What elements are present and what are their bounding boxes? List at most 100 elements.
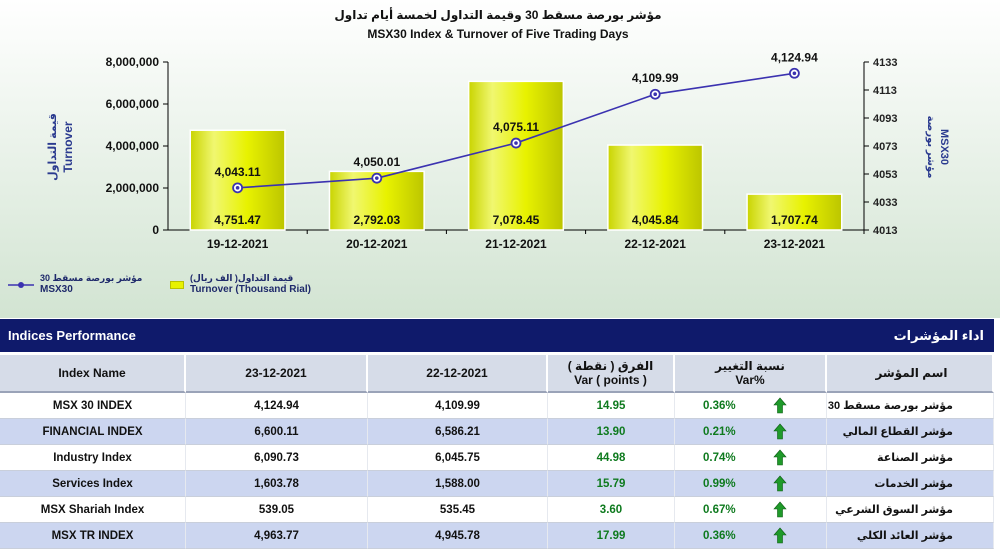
date2-value-cell: 6,045.75 — [368, 445, 548, 471]
index-name-cell: MSX Shariah Index — [0, 497, 186, 523]
indices-table: Index Name 23-12-2021 22-12-2021 الفرق (… — [0, 355, 994, 549]
var-points-cell: 3.60 — [548, 497, 675, 523]
date1-value-cell: 4,124.94 — [186, 393, 368, 419]
table-row[interactable]: MSX Shariah Index 539.05 535.45 3.60 0.67% مؤ… — [0, 497, 994, 523]
msx30-point-label: 4,124.94 — [771, 50, 818, 64]
var-percent-text: 0.99% — [703, 477, 736, 490]
turnover-bar — [746, 193, 843, 231]
col-header-index-name: Index Name — [0, 355, 186, 393]
table-row[interactable]: Industry Index 6,090.73 6,045.75 44.98 0.74%… — [0, 445, 994, 471]
y-left-title-ar: قيمة التداول — [47, 113, 59, 181]
var-percent-cell: 0.67% — [675, 497, 827, 523]
up-arrow-icon — [773, 475, 787, 492]
var-percent-text: 0.36% — [703, 529, 736, 542]
up-arrow-icon — [773, 423, 787, 440]
index-name-cell: MSX 30 INDEX — [0, 393, 186, 419]
col-header-pct-ar: نسبة التغيير — [715, 359, 785, 373]
legend-line-ar: مؤشر بورصة مسقط 30 — [40, 273, 143, 283]
var-points-cell: 13.90 — [548, 419, 675, 445]
y-left-tick-label: 6,000,000 — [106, 97, 160, 111]
col-header-date2: 22-12-2021 — [368, 355, 548, 393]
x-tick-label: 19-12-2021 — [207, 237, 269, 251]
var-percent-cell: 0.36% — [675, 523, 827, 549]
table-row[interactable]: Services Index 1,603.78 1,588.00 15.79 0.99%… — [0, 471, 994, 497]
index-name-cell: Industry Index — [0, 445, 186, 471]
msx30-point-label: 4,109.99 — [632, 71, 679, 85]
turnover-bar-label: 7,078.45 — [493, 213, 540, 227]
legend-line-swatch — [8, 282, 34, 288]
chart-title-ar: مؤشر بورصة مسقط 30 وقيمة التداول لخمسة أ… — [334, 7, 661, 23]
performance-title-en: Indices Performance — [8, 328, 136, 343]
line-group: 4,043.11 4,050.01 4,075.11 4,109.99 4,124.94 — [215, 50, 818, 194]
col-header-var-en: Var ( points ) — [574, 373, 647, 387]
date2-value-cell: 4,109.99 — [368, 393, 548, 419]
index-name-ar-cell: مؤشر الصناعة — [827, 445, 994, 471]
index-name-ar-cell: مؤشر العائد الكلي — [827, 523, 994, 549]
y-left-tick-label: 0 — [152, 223, 159, 237]
col-header-var: الفرق ( نقطة ) Var ( points ) — [548, 355, 675, 393]
table-row[interactable]: FINANCIAL INDEX 6,600.11 6,586.21 13.90 0.21… — [0, 419, 994, 445]
turnover-bar — [189, 129, 286, 231]
var-percent-cell: 0.36% — [675, 393, 827, 419]
x-tick-label: 23-12-2021 — [764, 237, 826, 251]
up-arrow-icon — [773, 527, 787, 544]
y-left-tick-label: 4,000,000 — [106, 139, 160, 153]
chart-svg: مؤشر بورصة مسقط 30 وقيمة التداول لخمسة أ… — [0, 0, 1000, 318]
date1-value-cell: 539.05 — [186, 497, 368, 523]
index-name-ar-cell: مؤشر السوق الشرعي — [827, 497, 994, 523]
y-right-title-ar: مؤشر بورصة — [925, 116, 936, 179]
index-name-cell: MSX TR INDEX — [0, 523, 186, 549]
table-header-row: Index Name 23-12-2021 22-12-2021 الفرق (… — [0, 355, 994, 393]
col-header-var-ar: الفرق ( نقطة ) — [567, 359, 654, 373]
msx30-point-label: 4,075.11 — [493, 120, 539, 134]
turnover-bar-label: 1,707.74 — [771, 213, 818, 227]
indices-performance-header: Indices Performance اداء المؤشرات — [0, 319, 994, 352]
msx30-point-label: 4,050.01 — [353, 155, 400, 169]
y-right-tick-label: 4053 — [873, 169, 897, 181]
var-percent-cell: 0.74% — [675, 445, 827, 471]
index-name-ar-cell: مؤشر القطاع المالي — [827, 419, 994, 445]
legend-bar-swatch — [170, 281, 184, 289]
var-percent-cell: 0.99% — [675, 471, 827, 497]
date1-value-cell: 4,963.77 — [186, 523, 368, 549]
msx30-point-dot — [375, 176, 379, 180]
col-header-date1: 23-12-2021 — [186, 355, 368, 393]
legend-bar: قيمة التداول( الف ريال) Turnover (Thousa… — [190, 272, 311, 296]
date2-value-cell: 6,586.21 — [368, 419, 548, 445]
up-arrow-icon — [773, 501, 787, 518]
var-points-cell: 44.98 — [548, 445, 675, 471]
y-right-title-en: MSX30 — [938, 129, 950, 165]
msx30-point-dot — [653, 92, 657, 97]
y-right-tick-label: 4073 — [873, 141, 897, 153]
var-points-cell: 17.99 — [548, 523, 675, 549]
y-left-tick-label: 8,000,000 — [106, 55, 160, 69]
table-row[interactable]: MSX 30 INDEX 4,124.94 4,109.99 14.95 0.36% مؤ… — [0, 393, 994, 419]
msx30-point-dot — [792, 71, 797, 76]
table-row[interactable]: MSX TR INDEX 4,963.77 4,945.78 17.99 0.36% مؤ… — [0, 523, 994, 549]
performance-title-ar: اداء المؤشرات — [893, 328, 984, 343]
y-right-tick-label: 4033 — [873, 197, 897, 209]
index-name-ar-cell: مؤشر الخدمات — [827, 471, 994, 497]
msx30-point-dot — [514, 141, 518, 145]
y-left-title-en: Turnover — [61, 121, 75, 172]
turnover-bar — [607, 144, 704, 231]
col-header-pct: نسبة التغيير Var% — [675, 355, 827, 393]
legend-line-en: MSX30 — [40, 284, 73, 295]
var-points-cell: 14.95 — [548, 393, 675, 419]
date1-value-cell: 1,603.78 — [186, 471, 368, 497]
legend-line: مؤشر بورصة مسقط 30 MSX30 — [40, 272, 142, 296]
up-arrow-icon — [773, 449, 787, 466]
chart-section: مؤشر بورصة مسقط 30 وقيمة التداول لخمسة أ… — [0, 0, 1000, 318]
date1-value-cell: 6,600.11 — [186, 419, 368, 445]
turnover-bar-label: 2,792.03 — [353, 213, 400, 227]
y-right-tick-label: 4133 — [873, 57, 897, 69]
msx30-point-label: 4,043.11 — [215, 165, 261, 179]
y-right-tick-label: 4113 — [873, 85, 897, 97]
var-percent-text: 0.67% — [703, 503, 736, 516]
y-right-tick-label: 4013 — [873, 225, 897, 237]
var-percent-text: 0.21% — [703, 425, 736, 438]
date2-value-cell: 1,588.00 — [368, 471, 548, 497]
date2-value-cell: 535.45 — [368, 497, 548, 523]
date1-value-cell: 6,090.73 — [186, 445, 368, 471]
chart-title-en: MSX30 Index & Turnover of Five Trading D… — [367, 27, 629, 41]
